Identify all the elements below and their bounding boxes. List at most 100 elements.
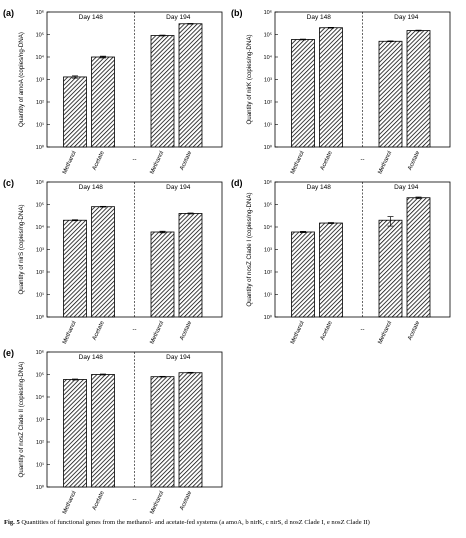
- y-tick-label: 10⁵: [36, 372, 44, 379]
- bar: [63, 219, 87, 318]
- x-tick-label: Methanol: [377, 320, 393, 345]
- group-label: Day 194: [394, 184, 419, 191]
- bar: [178, 23, 203, 148]
- y-tick-label: 10⁶: [264, 9, 272, 16]
- y-tick-label: 10³: [36, 78, 44, 84]
- group-label: Day 194: [394, 14, 419, 21]
- y-tick-label: 10³: [264, 248, 272, 254]
- y-tick-label: 10⁰: [36, 144, 45, 151]
- group-label: Day 194: [166, 14, 191, 21]
- panel-b: (b) 10⁰ 10¹ 10² 10³ 10⁴ 10⁵ 10⁶ Quantity of nirK…: [231, 8, 451, 175]
- bar: [150, 231, 175, 318]
- x-tick-label: Acetate: [320, 150, 334, 172]
- bar: [406, 197, 431, 318]
- gap-label: --: [361, 157, 365, 163]
- gap-label: --: [133, 327, 137, 333]
- group-label: Day 148: [307, 184, 332, 191]
- x-tick-label: Acetate: [320, 320, 334, 342]
- panel-label: (d): [231, 178, 243, 188]
- y-tick-label: 10⁴: [264, 224, 273, 231]
- group-label: Day 148: [79, 184, 104, 191]
- y-tick-label: 10⁶: [264, 179, 272, 186]
- y-tick-label: 10²: [36, 100, 44, 106]
- x-tick-label: Methanol: [62, 490, 78, 515]
- y-tick-label: 10¹: [36, 463, 44, 469]
- y-tick-label: 10⁴: [36, 394, 45, 401]
- bar: [378, 219, 403, 318]
- y-tick-label: 10²: [264, 270, 272, 276]
- x-tick-label: Methanol: [149, 150, 165, 175]
- bar: [291, 231, 315, 318]
- y-tick-label: 10³: [36, 418, 44, 424]
- panel-label: (c): [3, 178, 14, 188]
- y-axis-label: Quantity of nosZ Clade II (copies/ng-DNA…: [18, 362, 25, 478]
- x-tick-label: Methanol: [290, 150, 306, 175]
- gap-label: --: [133, 157, 137, 163]
- y-tick-label: 10¹: [36, 293, 44, 299]
- y-tick-label: 10¹: [36, 123, 44, 129]
- panel-label: (b): [231, 8, 243, 18]
- y-tick-label: 10⁵: [264, 32, 272, 39]
- panel-c: (c) 10⁰ 10¹ 10² 10³ 10⁴ 10⁵ 10⁶ Quantity of nirS…: [3, 178, 223, 345]
- x-tick-label: Acetate: [92, 150, 106, 172]
- y-tick-label: 10⁰: [36, 314, 45, 321]
- bar: [91, 56, 115, 148]
- y-tick-label: 10⁴: [264, 54, 273, 61]
- group-label: Day 194: [166, 184, 191, 191]
- y-axis-label: Quantity of nirK (copies/ng-DNA): [246, 34, 253, 124]
- group-label: Day 148: [79, 354, 104, 361]
- y-axis-label: Quantity of nosZ Clade I (copies/ng-DNA): [246, 192, 253, 306]
- y-tick-label: 10⁴: [36, 54, 45, 61]
- caption-text: Quantities of functional genes from the …: [19, 519, 370, 526]
- bar: [150, 35, 175, 148]
- bar: [63, 76, 87, 148]
- panel-d: (d) 10⁰ 10¹ 10² 10³ 10⁴ 10⁵ 10⁶ Quantity of nosZ…: [231, 178, 451, 345]
- x-tick-label: Methanol: [377, 150, 393, 175]
- x-tick-label: Methanol: [149, 490, 165, 515]
- y-tick-label: 10⁰: [36, 484, 45, 491]
- x-tick-label: Acetate: [407, 320, 421, 342]
- y-tick-label: 10⁵: [36, 202, 44, 209]
- group-label: Day 148: [79, 14, 104, 21]
- y-axis-label: Quantity of amoA (copies/ng-DNA): [18, 32, 25, 127]
- group-label: Day 148: [307, 14, 332, 21]
- y-tick-label: 10⁶: [36, 349, 44, 356]
- y-tick-label: 10²: [264, 100, 272, 106]
- x-tick-label: Acetate: [179, 490, 193, 512]
- bar: [91, 374, 115, 488]
- y-tick-label: 10⁵: [264, 202, 272, 209]
- x-tick-label: Acetate: [92, 490, 106, 512]
- y-tick-label: 10⁶: [36, 9, 44, 16]
- bar: [178, 213, 203, 318]
- y-tick-label: 10⁰: [264, 314, 273, 321]
- y-tick-label: 10³: [264, 78, 272, 84]
- bar: [378, 40, 403, 148]
- y-tick-label: 10³: [36, 248, 44, 254]
- panel-label: (e): [3, 348, 14, 358]
- bar: [178, 372, 203, 488]
- x-tick-label: Acetate: [407, 150, 421, 172]
- bar: [319, 222, 343, 318]
- bar: [63, 379, 87, 488]
- x-tick-label: Acetate: [179, 150, 193, 172]
- y-tick-label: 10⁶: [36, 179, 44, 186]
- caption-prefix: Fig. 5: [4, 519, 20, 526]
- y-axis-label: Quantity of nirS (copies/ng-DNA): [18, 204, 25, 294]
- x-tick-label: Methanol: [290, 320, 306, 345]
- panel-a: (a) 10⁰ 10¹ 10² 10³ 10⁴ 10⁵ 10⁶ Quantity of amoA…: [3, 8, 223, 175]
- panel-label: (a): [3, 8, 14, 18]
- bar: [150, 376, 175, 488]
- x-tick-label: Acetate: [179, 320, 193, 342]
- gap-label: --: [361, 327, 365, 333]
- y-tick-label: 10¹: [264, 123, 272, 129]
- y-tick-label: 10²: [36, 270, 44, 276]
- y-tick-label: 10⁵: [36, 32, 44, 39]
- bar: [91, 206, 115, 318]
- panel-e: (e) 10⁰ 10¹ 10² 10³ 10⁴ 10⁵ 10⁶ Quantity of nosZ…: [3, 348, 223, 515]
- x-tick-label: Methanol: [62, 320, 78, 345]
- bar: [406, 30, 431, 148]
- y-tick-label: 10¹: [264, 293, 272, 299]
- x-tick-label: Methanol: [149, 320, 165, 345]
- x-tick-label: Acetate: [92, 320, 106, 342]
